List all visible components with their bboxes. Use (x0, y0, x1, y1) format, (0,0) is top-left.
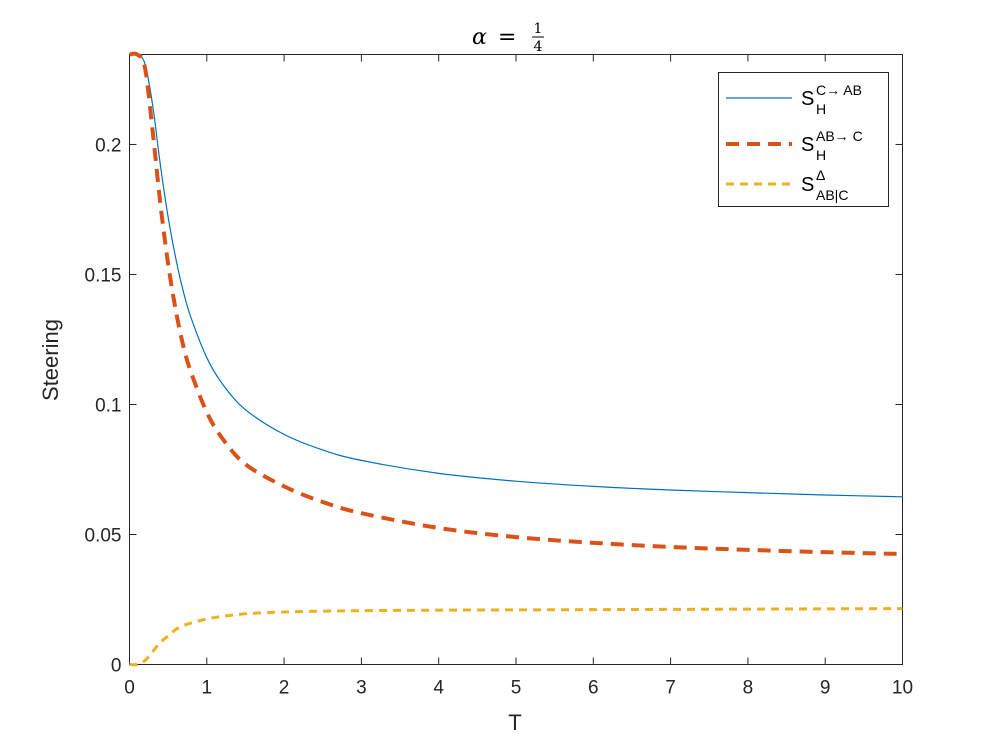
y-tick-label: 0.2 (95, 135, 121, 156)
x-tick-label: 10 (892, 678, 913, 699)
series-line-delta (129, 607, 903, 667)
x-tick-label: 1 (202, 678, 213, 699)
series-line-c-to-ab (129, 53, 903, 498)
legend-entry-ab-to-c: S AB→ C H (726, 128, 863, 163)
x-axis-label: T (508, 710, 521, 735)
y-tick-label: 0.15 (85, 265, 122, 286)
x-tick-label: 2 (279, 678, 290, 699)
legend-sup-c-to-ab: C→ AB (816, 82, 862, 98)
chart-title: α = 1 4 (472, 21, 544, 55)
legend-sup-ab-to-c: AB→ C (816, 128, 863, 144)
y-axis-label: Steering (38, 319, 63, 401)
legend-sub-delta: AB|C (816, 187, 848, 203)
legend-entry-c-to-ab: S C→ AB H (726, 82, 862, 117)
series-lines (129, 51, 903, 667)
x-tick-label: 9 (820, 678, 831, 699)
legend-entry-delta: S Δ AB|C (726, 167, 848, 203)
x-tick-label: 4 (433, 678, 444, 699)
x-tick-label: 3 (356, 678, 367, 699)
legend-sub-c-to-ab: H (816, 101, 826, 117)
legend-base-delta: S (801, 174, 814, 196)
y-tick-label: 0 (111, 656, 122, 677)
legend: S C→ AB H S AB→ C H S Δ AB|C (718, 72, 889, 207)
title-variable: α (472, 25, 487, 50)
x-tick-label: 8 (743, 678, 754, 699)
y-tick-label: 0.1 (95, 395, 121, 416)
title-denominator: 4 (534, 39, 543, 55)
legend-sub-ab-to-c: H (816, 147, 826, 163)
x-tick-label: 6 (588, 678, 599, 699)
title-equals: = (498, 25, 516, 50)
legend-base-ab-to-c: S (801, 134, 814, 156)
x-tick-label: 5 (511, 678, 522, 699)
y-tick-label: 0.05 (85, 525, 122, 546)
x-tick-label: 0 (124, 678, 135, 699)
legend-sup-delta: Δ (816, 167, 825, 183)
x-tick-label: 7 (665, 678, 676, 699)
legend-base-c-to-ab: S (801, 88, 814, 110)
axis-ticks: 0 1 2 3 4 5 6 7 8 9 10 0 0.05 0.1 0.15 0.2 (85, 54, 913, 699)
title-numerator: 1 (534, 21, 543, 37)
